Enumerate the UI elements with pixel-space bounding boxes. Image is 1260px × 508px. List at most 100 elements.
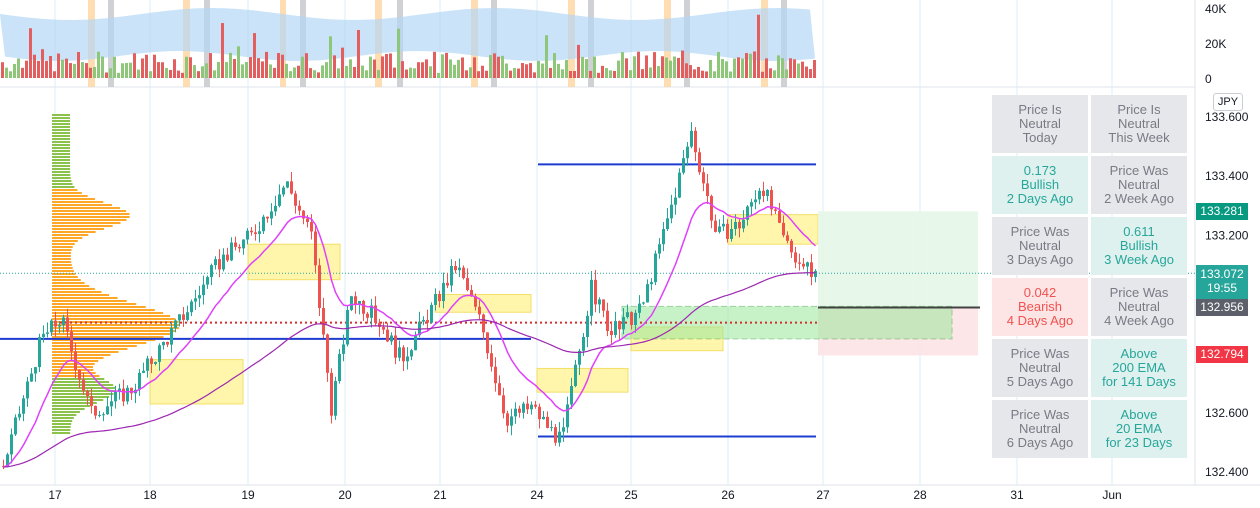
volume-bar [813, 59, 816, 78]
candle-body [586, 315, 589, 337]
volume-bar [581, 56, 584, 78]
volume-bar [521, 63, 524, 78]
volume-bar [197, 71, 200, 78]
profile-bar [52, 372, 96, 374]
volume-bar [701, 70, 704, 78]
profile-bar [52, 153, 71, 155]
price-tick-label: 133.400 [1205, 169, 1249, 183]
candle-body [158, 345, 161, 362]
candle-body [58, 325, 61, 327]
candle-body [106, 406, 109, 415]
status-cell: Price Is Neutral This Week [1091, 95, 1187, 153]
profile-bar [52, 156, 71, 158]
status-cell: 0.173 Bullish 2 Days Ago [992, 156, 1088, 214]
volume-bar [209, 53, 212, 78]
profile-bar [52, 300, 127, 302]
candle-body [462, 267, 465, 279]
time-tick-label: 25 [624, 488, 638, 502]
candle-body [182, 314, 185, 320]
candle-body [562, 427, 565, 432]
status-cell: 0.611 Bullish 3 Week Ago [1091, 217, 1187, 275]
profile-bar [52, 363, 95, 365]
volume-bar [321, 65, 324, 78]
candle-body [670, 204, 673, 219]
volume-bar [45, 60, 48, 78]
candle-body [622, 317, 625, 330]
profile-bar [52, 402, 97, 404]
candle-body [758, 190, 761, 200]
volume-bar [193, 65, 196, 78]
candle-body [534, 404, 537, 407]
candle-body [802, 263, 805, 267]
candle-body [170, 328, 173, 345]
candle-body [618, 321, 621, 330]
currency-label[interactable]: JPY [1213, 93, 1243, 111]
volume-bar [409, 67, 412, 78]
candle-body [222, 254, 225, 270]
profile-bar [52, 138, 70, 140]
volume-bar [281, 54, 284, 78]
volume-bar [641, 69, 644, 78]
time-axis[interactable]: 17 18 19 20 21 24 25 26 27 28 31 Jun [48, 488, 1121, 502]
volume-bar [509, 70, 512, 78]
candle-body [446, 282, 449, 286]
volume-bar [241, 64, 244, 78]
candle-body [350, 296, 353, 310]
candle-body [718, 226, 721, 232]
volume-bar [125, 62, 128, 78]
volume-bar [625, 58, 628, 78]
candle-body [598, 299, 601, 305]
volume-tick-label: 0 [1205, 72, 1212, 86]
profile-bar [52, 228, 105, 230]
volume-bar [17, 58, 20, 78]
candlesticks[interactable] [2, 122, 817, 470]
profile-bar [52, 120, 70, 122]
volume-bar [129, 62, 132, 78]
profile-bar [52, 327, 179, 329]
profile-bar [52, 411, 80, 413]
volume-bar [537, 60, 540, 78]
volume-bar [549, 67, 552, 78]
volume-bar [265, 51, 268, 78]
profile-bar [52, 354, 111, 356]
candle-body [646, 284, 649, 303]
profile-bar [52, 129, 70, 131]
candle-body [342, 344, 345, 354]
volume-bar [133, 53, 136, 78]
candle-body [318, 265, 321, 309]
candle-body [126, 387, 129, 402]
candle-body [26, 381, 29, 399]
candle-body [270, 211, 273, 219]
profile-bar [52, 273, 76, 275]
volume-bar [421, 62, 424, 78]
candle-body [418, 321, 421, 336]
volume-bar [337, 68, 340, 78]
volume-bar [301, 56, 304, 78]
candle-body [62, 317, 65, 326]
volume-bar [489, 55, 492, 78]
candle-body [110, 401, 113, 407]
profile-bar [52, 144, 71, 146]
volume-bar [201, 66, 204, 78]
profile-bar [52, 150, 71, 152]
volume-bar [397, 28, 400, 78]
candle-body [266, 216, 269, 219]
profile-bar [52, 171, 71, 173]
profile-bar [52, 408, 85, 410]
candle-body [42, 333, 45, 338]
volume-bar [689, 65, 692, 78]
volume-bar [605, 68, 608, 78]
volume-bar [161, 62, 164, 78]
candle-body [386, 329, 389, 342]
volume-bar [457, 59, 460, 78]
profile-bar [52, 240, 78, 242]
volume-bar [485, 70, 488, 78]
candle-body [754, 199, 757, 203]
candle-body [590, 279, 593, 316]
volume-bar [185, 56, 188, 78]
volume-bar [173, 59, 176, 78]
status-cell: Price Was Neutral 2 Week Ago [1091, 156, 1187, 214]
price-tag-last: 133.072 19:55 [1196, 265, 1248, 299]
candle-body [702, 172, 705, 184]
